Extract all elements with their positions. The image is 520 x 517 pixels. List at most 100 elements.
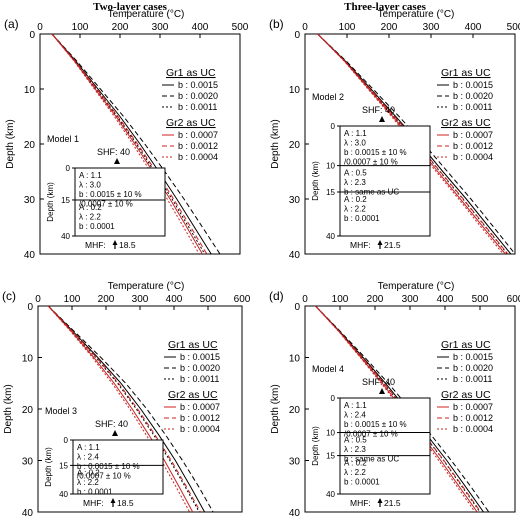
inset-mhf-label: MHF: — [85, 240, 106, 250]
layer-property: b : 0.0015 ± 10 % — [77, 462, 140, 471]
inset-mhf-label: MHF: — [350, 240, 371, 250]
series-line-gr1-2 — [47, 306, 200, 512]
layer-property: /0.0007 ± 10 % — [344, 430, 398, 439]
series-line-gr1-0 — [47, 306, 206, 512]
legend-title-gr1: Gr1 as UC — [441, 339, 491, 351]
layer-property: b : 0.0001 — [77, 487, 113, 496]
y-tick-label: 30 — [22, 457, 34, 468]
panel-c: (c)Temperature (°C)0 100 200 300 400 500 60001… — [2, 281, 251, 517]
layer-property: b : 0.0015 ± 10 % — [344, 148, 407, 157]
x-tick-label: 600 — [234, 294, 251, 305]
inset-tick-label: 10 — [326, 162, 335, 171]
layer-property: A : 1.1 — [344, 401, 367, 410]
legend-entry-gr1: b : 0.0011 — [178, 102, 217, 112]
x-tick-label: 0 — [302, 294, 308, 305]
x-tick-label: 200 — [367, 294, 384, 305]
legend-entry-gr2: b : 0.0004 — [453, 424, 493, 434]
legend-title-gr1: Gr1 as UC — [166, 67, 216, 79]
inset-shf-label: SHF: 40 — [95, 419, 128, 429]
legend-title-gr1: Gr1 as UC — [168, 339, 218, 351]
y-tick-label: 40 — [22, 508, 34, 517]
x-tick-label: 200 — [112, 22, 129, 33]
layer-property: b : same as UC — [344, 188, 399, 197]
y-tick-label: 40 — [289, 250, 301, 261]
legend-entry-gr2: b : 0.0012 — [180, 413, 220, 423]
layer-property: A : 1.1 — [79, 171, 102, 180]
y-axis-label: Depth (km) — [270, 119, 281, 168]
inset-tick-label: 0 — [331, 122, 336, 131]
x-tick-label: 400 — [465, 22, 482, 33]
inset-shf-label: SHF: 40 — [362, 377, 395, 387]
series-line-gr2-3 — [47, 306, 194, 512]
series-line-gr2-4 — [317, 34, 509, 254]
x-tick-label: 300 — [132, 294, 149, 305]
inset-y-label: Depth (km) — [44, 447, 53, 487]
y-axis-label: Depth (km) — [270, 384, 281, 433]
layer-property: /0.0007 ± 10 % — [344, 158, 398, 167]
layer-property: λ : 2.2 — [344, 205, 366, 214]
series-line-gr2-4 — [51, 34, 208, 254]
x-tick-label: 100 — [332, 294, 349, 305]
legend-entry-gr2: b : 0.0007 — [180, 402, 220, 412]
section-title-three-layer: Three-layer cases — [344, 1, 426, 13]
layer-property: λ : 2.2 — [344, 468, 366, 477]
layer-property: b : 0.0001 — [344, 214, 380, 223]
legend-entry-gr1: b : 0.0015 — [178, 80, 218, 90]
series-line-gr2-5 — [51, 34, 200, 254]
panel-label: (b) — [269, 17, 284, 31]
x-tick-label: 0 — [37, 22, 43, 33]
legend-entry-gr1: b : 0.0011 — [180, 374, 219, 384]
mhf-arrow-icon — [110, 498, 116, 503]
x-tick-label: 0 — [35, 294, 41, 305]
layer-property: λ : 2.3 — [344, 445, 366, 454]
inset-mhf-value: 18.5 — [117, 498, 134, 508]
inset-tick-label: 0 — [331, 394, 336, 403]
legend-entry-gr1: b : 0.0020 — [453, 91, 493, 101]
series-line-gr2-4 — [47, 306, 201, 512]
y-tick-label: 0 — [294, 302, 300, 313]
layer-property: b : 0.0001 — [344, 478, 380, 487]
series-line-gr2-5 — [47, 306, 191, 512]
inset-model-name: Model 1 — [47, 134, 79, 144]
layer-property: A : 0.2 — [344, 195, 367, 204]
x-tick-label: 500 — [507, 22, 520, 33]
x-tick-label: 300 — [402, 294, 419, 305]
panel-b: (b)Temperature (°C)010020030040050001020… — [269, 9, 520, 261]
inset-y-label: Depth (km) — [46, 182, 55, 222]
layer-property: A : 0.2 — [79, 203, 102, 212]
y-tick-label: 40 — [24, 250, 36, 261]
legend-entry-gr1: b : 0.0011 — [453, 102, 492, 112]
layer-property: b : same as UC — [344, 455, 399, 464]
x-tick-label: 100 — [64, 294, 81, 305]
panel-a: (a)Temperature (°C)0 100 200 300 400 50001020… — [4, 9, 249, 261]
layer-property: λ : 3.0 — [344, 139, 366, 148]
layer-property: b : 0.0015 ± 10 % — [344, 420, 407, 429]
legend-entry-gr1: b : 0.0015 — [180, 352, 220, 362]
y-tick-label: 0 — [27, 302, 33, 313]
series-line-gr1-2 — [51, 34, 206, 254]
layer-property: λ : 2.4 — [344, 411, 366, 420]
legend-entry-gr2: b : 0.0007 — [178, 130, 218, 140]
inset-model-name: Model 2 — [312, 92, 344, 102]
panel-label: (a) — [4, 17, 19, 31]
y-axis-label: Depth (km) — [5, 119, 16, 168]
mhf-arrow-icon — [112, 240, 118, 245]
inset-mhf-value: 21.5 — [384, 240, 401, 250]
series-line-gr1-1 — [47, 306, 214, 512]
y-tick-label: 30 — [289, 457, 301, 468]
x-tick-label: 400 — [437, 294, 454, 305]
inset-mhf-label: MHF: — [83, 498, 104, 508]
inset-tick-label: 15 — [61, 196, 70, 205]
inset-box — [339, 397, 431, 495]
layer-property: λ : 2.4 — [77, 453, 99, 462]
y-tick-label: 20 — [289, 140, 301, 151]
inset-tick-label: 15 — [59, 461, 68, 470]
legend-title-gr2: Gr2 as UC — [168, 389, 218, 401]
x-tick-label: 500 — [232, 22, 249, 33]
layer-property: A : 0.2 — [344, 459, 367, 468]
inset-shf-label: SHF: 40 — [362, 105, 395, 115]
y-tick-label: 0 — [294, 30, 300, 41]
